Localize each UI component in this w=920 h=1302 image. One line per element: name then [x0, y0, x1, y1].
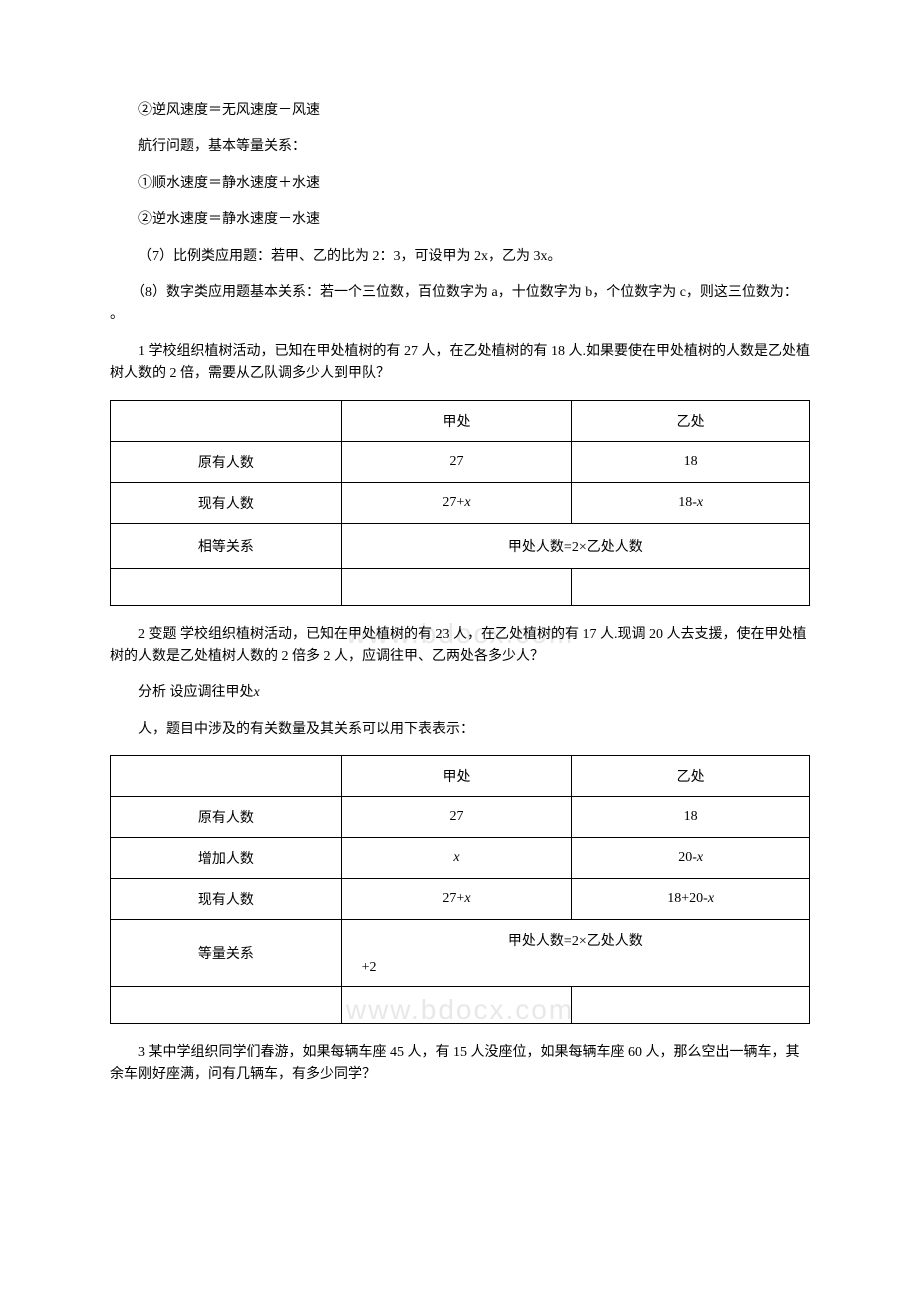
table-2: 甲处 乙处 原有人数 27 18 增加人数 x 20-x 现有人数 27+x 1…	[110, 755, 810, 1024]
table-1-row2-c3-prefix: 18-	[678, 495, 697, 510]
table-1-empty-1	[111, 568, 342, 605]
table-2-row1-c2: 27	[341, 797, 572, 838]
table-2-row2-c3-var: x	[697, 850, 703, 865]
table-2-empty-3	[572, 987, 810, 1024]
analysis-continue: 人，题目中涉及的有关数量及其关系可以用下表表示：	[110, 719, 810, 741]
table-2-row3-c3-prefix: 18+20-	[667, 891, 708, 906]
table-1-row3-merged: 甲处人数=2×乙处人数	[341, 523, 809, 568]
problem-2: 2 变题 学校组织植树活动，已知在甲处植树的有 23 人，在乙处植树的有 17 …	[110, 624, 810, 669]
table-2-header-row: 甲处 乙处	[111, 756, 810, 797]
table-2-empty-2	[341, 987, 572, 1024]
table-2-row3-label: 现有人数	[111, 879, 342, 920]
table-2-row4-merged: 甲处人数=2×乙处人数 +2	[341, 920, 809, 987]
table-2-row3-c2: 27+x	[341, 879, 572, 920]
table-2-row-original: 原有人数 27 18	[111, 797, 810, 838]
analysis-var: x	[254, 685, 260, 700]
table-1-row2-c2-prefix: 27+	[442, 495, 464, 510]
table-1-row3-merged-text: 甲处人数=2×乙处人数	[508, 540, 643, 555]
table-1-row2-c2: 27+x	[341, 482, 572, 523]
table-2-row3-c2-prefix: 27+	[442, 891, 464, 906]
table-2-row1-c3: 18	[572, 797, 810, 838]
paragraph-downstream: ①顺水速度＝静水速度＋水速	[110, 173, 810, 195]
table-1-row1-label: 原有人数	[111, 441, 342, 482]
watermark-1-container: www.bdocx.com 2 变题 学校组织植树活动，已知在甲处植树的有 23…	[110, 624, 810, 669]
paragraph-ratio: （7）比例类应用题：若甲、乙的比为 2：3，可设甲为 2x，乙为 3x。	[110, 246, 810, 268]
table-1-row2-label: 现有人数	[111, 482, 342, 523]
table-2-row2-c2-var: x	[453, 850, 459, 865]
problem-3: 3 某中学组织同学们春游，如果每辆车座 45 人，有 15 人没座位，如果每辆车…	[110, 1042, 810, 1087]
paragraph-digits-text: （8）数字类应用题基本关系：若一个三位数，百位数字为 a，十位数字为 b，个位数…	[110, 285, 798, 322]
table-1-empty-3	[572, 568, 810, 605]
table-1-row3-label: 相等关系	[111, 523, 342, 568]
paragraph-sailing-intro: 航行问题，基本等量关系：	[110, 136, 810, 158]
table-1-row1-c2: 27	[341, 441, 572, 482]
table-2-row2-c3-prefix: 20-	[678, 850, 697, 865]
table-1-row2-c3-var: x	[697, 495, 703, 510]
table-2-row2-label: 增加人数	[111, 838, 342, 879]
table-2-row1-label: 原有人数	[111, 797, 342, 838]
table-2-row2-c2: x	[341, 838, 572, 879]
table-1: 甲处 乙处 原有人数 27 18 现有人数 27+x 18-x 相等关系 甲处人…	[110, 400, 810, 606]
table-2-row-current: 现有人数 27+x 18+20-x	[111, 879, 810, 920]
table-2-row3-c3: 18+20-x	[572, 879, 810, 920]
table-2-header-jia: 甲处	[341, 756, 572, 797]
problem-3-text: 3 某中学组织同学们春游，如果每辆车座 45 人，有 15 人没座位，如果每辆车…	[110, 1045, 800, 1082]
table-1-row-current: 现有人数 27+x 18-x	[111, 482, 810, 523]
table-2-row-empty	[111, 987, 810, 1024]
paragraph-headwind: ②逆风速度＝无风速度－风速	[110, 100, 810, 122]
table-2-row4-line1: 甲处人数=2×乙处人数	[352, 930, 799, 950]
table-2-row4-label: 等量关系	[111, 920, 342, 987]
table-1-row2-c2-var: x	[464, 495, 470, 510]
table-1-header-yi: 乙处	[572, 400, 810, 441]
table-2-empty-1	[111, 987, 342, 1024]
table-2-row2-c3: 20-x	[572, 838, 810, 879]
table-1-row-relation: 相等关系 甲处人数=2×乙处人数	[111, 523, 810, 568]
table-1-header-jia: 甲处	[341, 400, 572, 441]
analysis-prefix: 分析 设应调往甲处	[138, 685, 254, 700]
table-2-row-relation: 等量关系 甲处人数=2×乙处人数 +2	[111, 920, 810, 987]
problem-2-text: 2 变题 学校组织植树活动，已知在甲处植树的有 23 人，在乙处植树的有 17 …	[110, 627, 807, 664]
table-2-row4-line2: +2	[352, 960, 799, 976]
table-1-empty-2	[341, 568, 572, 605]
table-1-header-row: 甲处 乙处	[111, 400, 810, 441]
table-1-row-empty	[111, 568, 810, 605]
table-1-row2-c3: 18-x	[572, 482, 810, 523]
table-1-row1-c3: 18	[572, 441, 810, 482]
paragraph-digits: （8）数字类应用题基本关系：若一个三位数，百位数字为 a，十位数字为 b，个位数…	[110, 282, 810, 327]
table-2-header-empty	[111, 756, 342, 797]
table-1-header-empty	[111, 400, 342, 441]
analysis-line: 分析 设应调往甲处x	[110, 682, 810, 704]
table-2-row3-c3-var: x	[708, 891, 714, 906]
table-1-row-original: 原有人数 27 18	[111, 441, 810, 482]
table-2-header-yi: 乙处	[572, 756, 810, 797]
table-2-row3-c2-var: x	[464, 891, 470, 906]
table-2-row-increase: 增加人数 x 20-x	[111, 838, 810, 879]
problem-1: 1 学校组织植树活动，已知在甲处植树的有 27 人，在乙处植树的有 18 人.如…	[110, 341, 810, 386]
problem-1-text: 1 学校组织植树活动，已知在甲处植树的有 27 人，在乙处植树的有 18 人.如…	[110, 344, 810, 381]
paragraph-upstream: ②逆水速度＝静水速度－水速	[110, 209, 810, 231]
